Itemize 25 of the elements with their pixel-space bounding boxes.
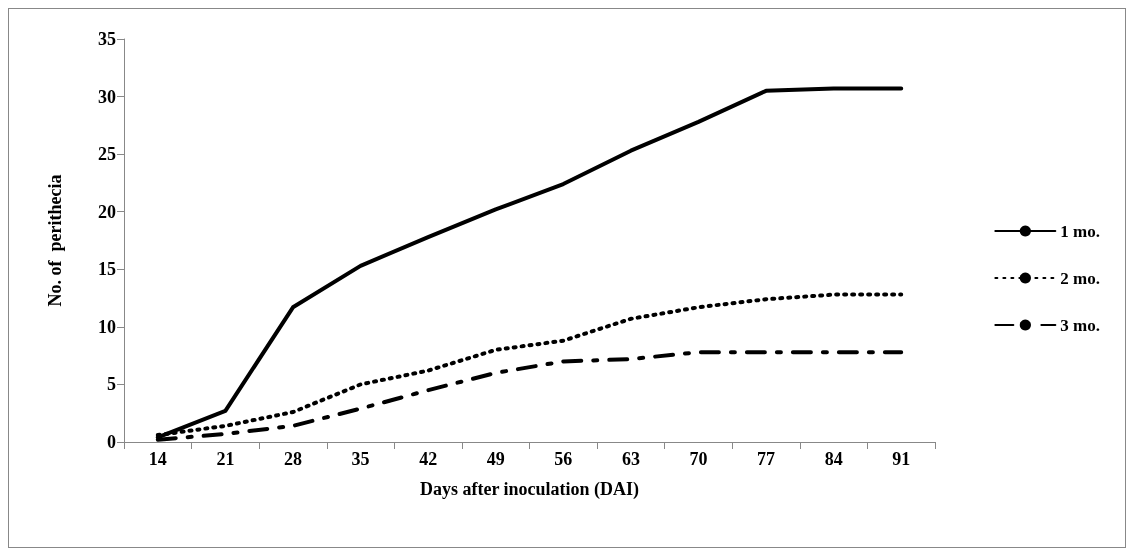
x-tick-label: 42 [419,449,438,469]
x-tick-label: 21 [216,449,235,469]
y-tick-label: 20 [98,201,116,222]
y-tick-label: 30 [98,86,116,107]
x-tick-label: 49 [486,449,505,469]
y-tick-label: 10 [98,316,116,337]
y-tick-label: 15 [98,259,116,280]
x-axis-title: Days after inoculation (DAI) [419,479,640,500]
y-tick-label: 25 [98,144,116,165]
x-tick-label: 91 [892,449,911,469]
x-tick-label: 28 [283,449,302,469]
y-tick-label: 0 [107,432,116,452]
x-tick-label: 77 [757,449,776,469]
y-tick-label: 5 [107,374,116,395]
y-tick-label: 35 [98,29,116,49]
x-tick-label: 14 [148,449,167,469]
x-tick-label: 63 [621,449,640,469]
legend-label: 3 mo. [1060,315,1101,335]
x-tick-label: 70 [689,449,708,469]
x-tick-label: 84 [824,449,843,469]
legend-label: 2 mo. [1060,268,1101,288]
legend-label: 1 mo. [1060,221,1101,241]
y-axis-title: No. of perithecia [45,174,65,307]
x-tick-label: 56 [554,449,573,469]
x-tick-label: 35 [351,449,370,469]
